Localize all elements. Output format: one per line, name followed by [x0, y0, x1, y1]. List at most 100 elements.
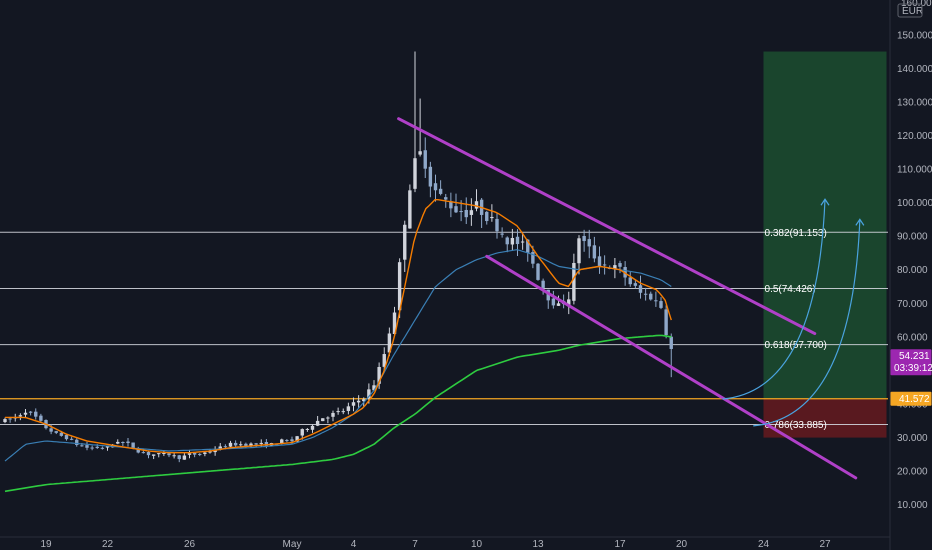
candle-body: [39, 415, 43, 421]
price-axis[interactable]: 150.000 140.000 130.000 120.000 110.000 100.0…: [889, 0, 932, 550]
candle-body: [208, 451, 212, 453]
candle-body: [510, 238, 515, 245]
moving-averages: [4, 199, 672, 493]
candle-body: [362, 399, 366, 402]
time-tick-label: 10: [471, 539, 483, 550]
candle-body: [18, 415, 23, 417]
candle-body: [428, 166, 433, 187]
candle-body: [356, 400, 361, 403]
price-tick-label: 80.000: [897, 265, 928, 276]
time-tick-label: May: [283, 539, 302, 550]
candle-body: [223, 446, 228, 448]
time-axis[interactable]: 19 22 26 May 4 7 10 13 17 20 24 27: [0, 536, 890, 550]
time-tick-label: 13: [532, 539, 544, 550]
candle-body: [341, 411, 345, 413]
candle-body: [520, 241, 525, 243]
candle-body: [346, 406, 351, 411]
channel-lines: [397, 117, 858, 480]
candle-body: [592, 245, 597, 259]
time-tick-label: 26: [184, 539, 196, 550]
candle-body: [505, 237, 509, 245]
candle-body: [433, 183, 438, 191]
candle-body: [659, 301, 663, 308]
candle-body: [300, 429, 304, 436]
candle-body: [305, 428, 310, 430]
candle-body: [59, 432, 64, 436]
price-tick-label: 20.000: [897, 467, 928, 478]
candle-body: [541, 280, 545, 288]
time-tick-label: 19: [40, 539, 52, 550]
candle-body: [69, 438, 74, 440]
candle-body: [377, 366, 381, 384]
candle-body: [495, 218, 499, 232]
candle-body: [105, 446, 110, 448]
trade-zones: [763, 51, 887, 438]
candle-body: [151, 454, 156, 456]
currency-label: EUR: [902, 6, 923, 17]
candle-body: [80, 445, 84, 447]
candle-body: [116, 441, 120, 444]
candle-body: [75, 439, 79, 446]
candle-body: [336, 411, 340, 413]
candle-body: [192, 452, 197, 455]
candle-body: [669, 336, 673, 349]
candle-body: [418, 151, 422, 155]
candle-body: [23, 412, 28, 415]
time-tick-label: 4: [351, 539, 357, 550]
candle-body: [643, 293, 648, 295]
candle-body: [54, 431, 58, 433]
candle-body: [8, 418, 12, 420]
candle-body: [367, 389, 371, 399]
fib-label: 0.786(33.885): [765, 420, 827, 431]
candle-body: [546, 289, 550, 301]
price-tick-label: 110.000: [897, 165, 932, 176]
candle-body: [500, 233, 504, 235]
price-tick-label: 60.000: [897, 332, 928, 343]
candle-body: [90, 447, 94, 449]
candle-body: [628, 277, 632, 285]
candle-body: [403, 224, 407, 260]
candle-body: [490, 216, 494, 219]
time-tick-label: 20: [676, 539, 688, 550]
candle-body: [182, 455, 187, 460]
candle-body: [280, 439, 284, 444]
candle-body: [618, 263, 622, 267]
candle-body: [331, 412, 335, 417]
time-tick-label: 17: [614, 539, 626, 550]
candle-body: [136, 449, 140, 453]
candle-body: [649, 293, 653, 300]
price-tick-label: 10.000: [897, 500, 928, 511]
candle-body: [464, 209, 468, 218]
candle-body: [264, 442, 269, 446]
candle-body: [372, 385, 376, 391]
candle-body: [218, 446, 222, 450]
time-tick-label: 22: [102, 539, 114, 550]
candle-body: [454, 206, 458, 213]
price-tick-label: 130.000: [897, 97, 932, 108]
candle-body: [239, 444, 243, 446]
candle-body: [28, 411, 33, 413]
candle-body: [397, 262, 402, 311]
candle-body: [85, 445, 89, 448]
price-tick-label: 100.000: [897, 198, 932, 209]
candle-body: [438, 188, 443, 194]
candle-body: [572, 262, 576, 301]
candle-body: [551, 298, 556, 306]
projection-arrow: [722, 199, 826, 400]
candle-body: [597, 256, 602, 267]
candle-body: [413, 158, 417, 189]
candle-body: [582, 236, 586, 242]
candle-body: [449, 201, 453, 209]
price-tick-label: 150.000: [897, 30, 932, 41]
candle-body: [310, 425, 315, 430]
price-tick-label: 90.000: [897, 232, 928, 243]
candle-body: [392, 312, 397, 335]
candle-body: [34, 411, 38, 417]
candle-body: [3, 419, 7, 423]
candle-body: [531, 252, 535, 264]
candle-body: [126, 441, 130, 444]
candle-body: [228, 442, 233, 447]
candle-body: [326, 417, 330, 419]
